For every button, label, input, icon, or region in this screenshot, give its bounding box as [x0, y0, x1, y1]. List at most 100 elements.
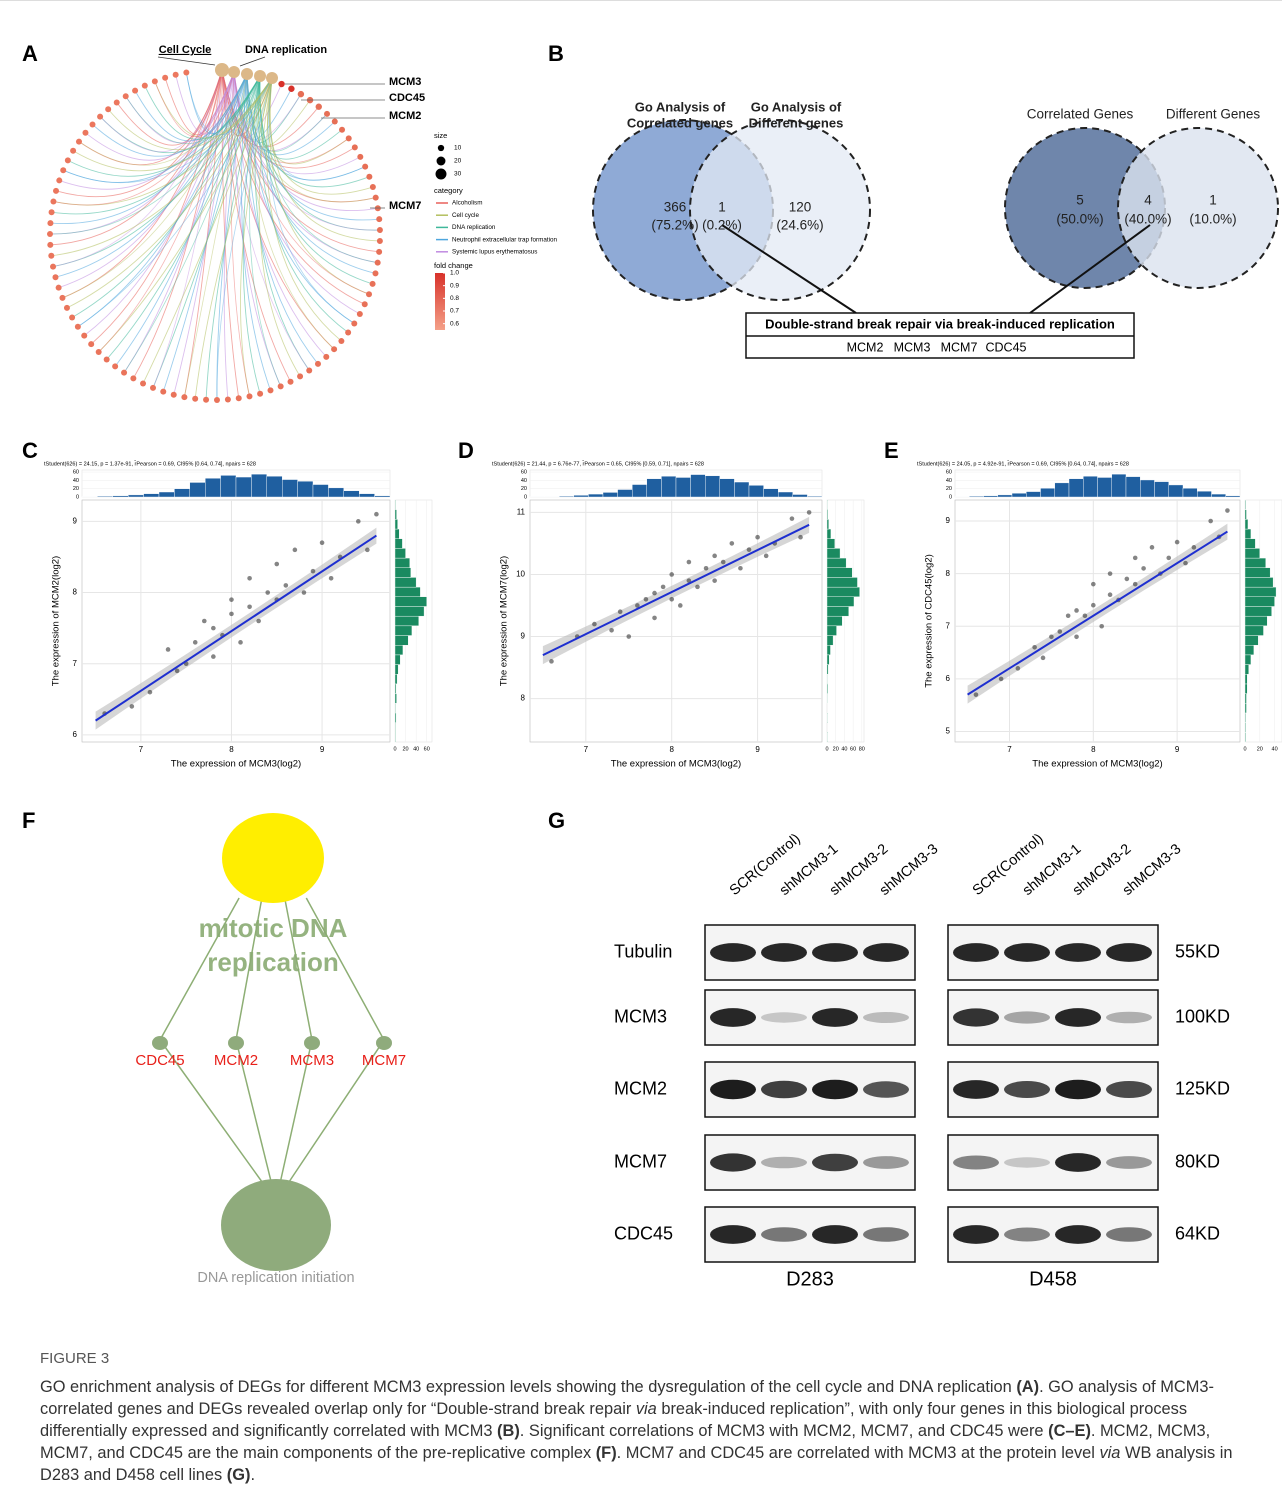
hist-bar — [395, 529, 399, 539]
hist-bar — [827, 577, 857, 587]
band — [953, 1080, 999, 1099]
gene-node — [47, 231, 53, 237]
y-tick-label: 11 — [517, 508, 526, 517]
gene-node — [47, 220, 53, 226]
legend-label: Cell cycle — [452, 212, 479, 219]
plot-bg — [955, 500, 1240, 742]
venn-title: Different genes — [749, 115, 844, 130]
hist-bar — [190, 482, 205, 497]
hist-tick-label: 0 — [393, 746, 396, 752]
point — [1057, 629, 1062, 634]
gene-node — [105, 106, 111, 112]
gene-node — [152, 1036, 168, 1050]
point — [1032, 645, 1037, 650]
hist-bar — [205, 478, 220, 497]
hist-bar — [267, 476, 282, 497]
caption-segment: (B) — [497, 1422, 520, 1440]
band — [1055, 1008, 1101, 1027]
hist-bar — [827, 568, 852, 578]
point — [807, 510, 812, 515]
hist-bar — [1245, 674, 1247, 684]
y-axis-label: The expression of MCM7(log2) — [499, 556, 510, 686]
hist-bar — [1155, 482, 1169, 497]
colorbar-label: 0.6 — [450, 320, 459, 327]
caption-segment: (G) — [227, 1466, 251, 1484]
hist-bar — [588, 494, 603, 497]
gene-node — [112, 363, 118, 369]
hist-bar — [1245, 529, 1251, 539]
size-label: 80KD — [1175, 1151, 1220, 1171]
gene-node — [324, 111, 330, 117]
hist-bar — [827, 597, 854, 607]
band — [953, 1008, 999, 1026]
hist-bar — [344, 491, 359, 497]
gene-node — [370, 184, 376, 190]
hist-bar — [827, 539, 835, 549]
gene-node — [47, 242, 53, 248]
hist-bar — [559, 496, 574, 497]
point — [1091, 582, 1096, 587]
gene-node — [278, 383, 284, 389]
point — [669, 572, 674, 577]
caption-segment: . — [250, 1466, 255, 1484]
hist-bar — [1245, 636, 1258, 646]
hist-bar — [1245, 665, 1249, 675]
colorbar-label: 0.8 — [450, 295, 459, 302]
hist-bar — [395, 558, 410, 568]
gene-node — [316, 104, 322, 110]
cell-line-label: D458 — [1029, 1268, 1077, 1290]
leader — [240, 57, 265, 66]
y-tick-label: 7 — [946, 621, 951, 630]
gene-node — [59, 295, 65, 301]
edge — [100, 70, 222, 152]
gene-node — [373, 195, 379, 201]
band — [863, 1227, 909, 1242]
hist-bar — [1245, 684, 1247, 694]
gene-label: MCM7 — [362, 1052, 406, 1069]
point — [1175, 540, 1180, 545]
point — [669, 597, 674, 602]
point — [247, 576, 252, 581]
y-tick-label: 8 — [521, 694, 526, 703]
gene-node — [346, 135, 352, 141]
gene-node — [132, 88, 138, 94]
colorbar-label: 1.0 — [450, 270, 459, 277]
hist-bar — [827, 684, 828, 694]
x-axis-label: The expression of MCM3(log2) — [611, 759, 741, 770]
gene-node — [352, 144, 358, 150]
legend-label: 10 — [454, 145, 462, 152]
gene-node — [288, 86, 294, 92]
legend-title: fold change — [434, 261, 473, 270]
hist-bar — [827, 510, 828, 520]
venn-title: Go Analysis of — [635, 99, 726, 114]
point — [175, 669, 180, 674]
gene-node — [152, 78, 158, 84]
hist-bar — [1245, 597, 1275, 607]
hist-bar — [1245, 510, 1246, 520]
gene-node — [65, 157, 71, 163]
gene-node — [114, 99, 120, 105]
band — [710, 1080, 756, 1099]
gene-node — [375, 260, 381, 266]
point — [229, 597, 234, 602]
point — [1049, 634, 1054, 639]
gene-node — [56, 177, 62, 183]
point — [1041, 656, 1046, 661]
band — [812, 1008, 858, 1027]
size-swatch — [438, 145, 444, 151]
hist-bar — [661, 476, 676, 497]
size-label: 55KD — [1175, 941, 1220, 961]
gene-node — [288, 379, 294, 385]
point — [592, 622, 597, 627]
point — [747, 547, 752, 552]
point — [1141, 566, 1146, 571]
gene-label: CDC45 — [389, 92, 425, 104]
gene-node — [171, 392, 177, 398]
point — [1192, 545, 1197, 550]
hist-bar — [159, 492, 174, 497]
hist-bar — [113, 496, 128, 497]
hist-bar — [395, 665, 398, 675]
x-axis-label: The expression of MCM3(log2) — [1032, 759, 1162, 770]
gene-label: MCM3 — [290, 1052, 334, 1069]
